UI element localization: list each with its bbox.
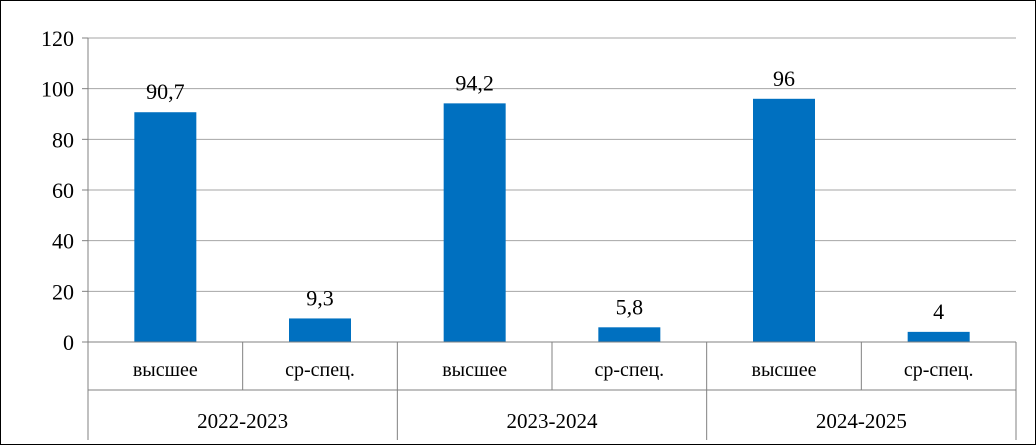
data-label-1: 9,3 <box>306 285 334 310</box>
gridlines <box>88 37 1016 292</box>
y-axis: 0 20 40 60 80 100 120 <box>41 26 89 355</box>
x-group-label-1: 2023-2024 <box>507 409 598 433</box>
x-category-label-1: ср-спец. <box>285 359 355 381</box>
data-label-3: 5,8 <box>616 294 644 319</box>
y-tick-label-0: 0 <box>63 330 74 355</box>
bar-3 <box>598 327 661 342</box>
x-axis: высшее ср-спец. высшее ср-спец. высшее ср-спе… <box>87 341 1017 440</box>
y-tick-label-100: 100 <box>41 77 74 102</box>
x-category-label-5: ср-спец. <box>904 359 974 381</box>
x-category-label-4: высшее <box>752 359 817 381</box>
x-group-label-0: 2022-2023 <box>197 409 288 433</box>
bar-0 <box>134 112 197 342</box>
x-category-label-2: высшее <box>442 359 507 381</box>
data-label-4: 96 <box>773 66 795 91</box>
bar-4 <box>753 98 815 342</box>
y-tick-label-40: 40 <box>52 229 74 254</box>
y-tick-label-20: 20 <box>52 279 74 304</box>
data-label-0: 90,7 <box>146 79 185 104</box>
data-label-2: 94,2 <box>455 70 494 95</box>
bar-2 <box>443 103 506 342</box>
x-category-label-0: высшее <box>133 359 198 381</box>
y-tick-label-60: 60 <box>52 178 74 203</box>
x-category-label-3: ср-спец. <box>594 359 664 381</box>
y-tick-label-120: 120 <box>41 26 74 51</box>
bar-1 <box>289 318 351 342</box>
y-tick-label-80: 80 <box>52 127 74 152</box>
x-group-label-2: 2024-2025 <box>816 409 907 433</box>
bar-5 <box>907 331 970 342</box>
data-label-5: 4 <box>933 299 944 324</box>
data-labels: 90,7 9,3 94,2 5,8 96 4 <box>146 66 944 324</box>
bars <box>134 98 970 342</box>
